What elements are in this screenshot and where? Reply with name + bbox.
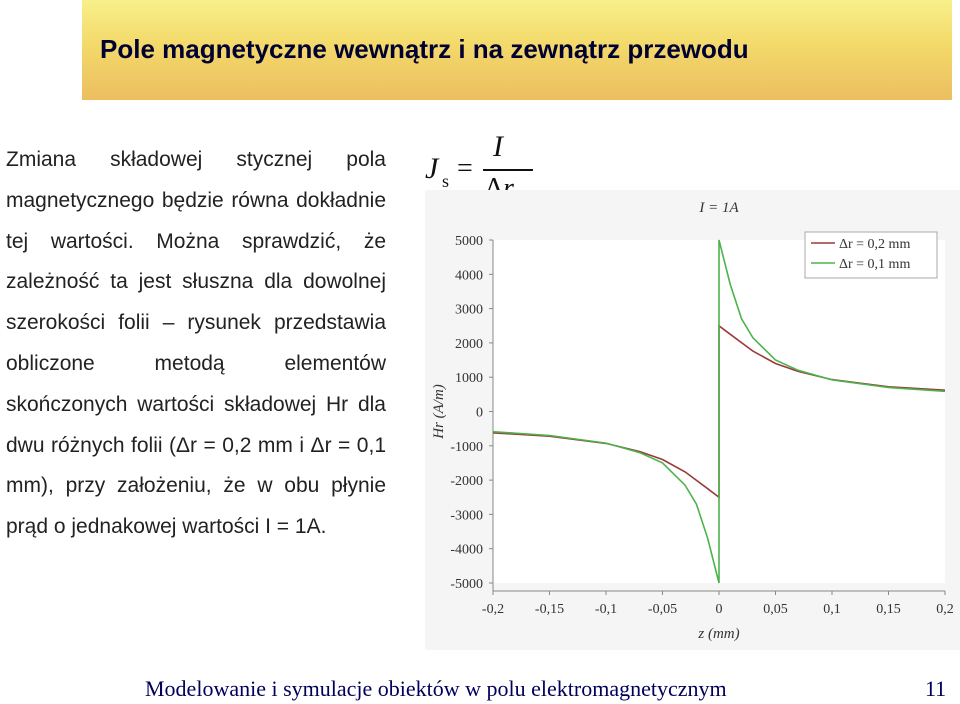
- formula-den-var: r: [503, 173, 514, 204]
- y-axis-label: Hr (A/m): [431, 384, 447, 440]
- y-tick-label: -5000: [450, 577, 483, 592]
- x-tick-label: -0,1: [595, 602, 617, 617]
- hr-chart: 5000 4000 3000 2000 1000 0 -1000 -2000 -3000 -400…: [425, 190, 960, 650]
- x-tick-label: -0,15: [535, 602, 564, 617]
- slide-title: Pole magnetyczne wewnątrz i na zewnątrz …: [100, 34, 749, 64]
- formula-lhs-sub: s: [442, 171, 450, 191]
- x-tick-label: 0,05: [763, 602, 788, 617]
- y-tick-label: 2000: [455, 337, 483, 352]
- formula-lhs: J: [425, 152, 439, 185]
- x-tick-label: 0,2: [936, 602, 954, 617]
- y-tick-label: 1000: [455, 371, 483, 386]
- x-tick-label: 0,15: [876, 602, 901, 617]
- body-paragraph: Zmiana składowej stycznej pola magnetycz…: [6, 148, 386, 539]
- footer: Modelowanie i symulacje obiektów w polu …: [0, 676, 960, 704]
- formula-numerator: I: [493, 130, 503, 163]
- x-tick-label: -0,05: [648, 602, 677, 617]
- x-tick-label: -0,2: [482, 602, 504, 617]
- formula-equals: =: [457, 153, 473, 184]
- title-bar: Pole magnetyczne wewnątrz i na zewnątrz …: [82, 0, 952, 100]
- y-tick-label: 4000: [455, 268, 483, 283]
- y-tick-label: -4000: [450, 543, 483, 558]
- footer-text: Modelowanie i symulacje obiektów w polu …: [145, 676, 727, 701]
- legend-label: Δr = 0,1 mm: [839, 257, 910, 272]
- y-tick-label: 3000: [455, 303, 483, 318]
- y-tick-label: 0: [476, 406, 483, 421]
- formula-fraction-bar: [483, 169, 533, 171]
- y-tick-label: -1000: [450, 440, 483, 455]
- chart-title: I = 1A: [698, 200, 739, 216]
- y-tick-label: -3000: [450, 508, 483, 523]
- y-tick-label: 5000: [455, 234, 483, 249]
- y-tick-label: -2000: [450, 474, 483, 489]
- legend-box: [804, 231, 938, 279]
- legend-label: Δr = 0,2 mm: [839, 237, 910, 252]
- x-tick-label: 0: [716, 602, 723, 617]
- page-number: 11: [925, 676, 947, 701]
- x-axis-label: z (mm): [697, 626, 739, 642]
- x-tick-label: 0,1: [823, 602, 841, 617]
- series-line: [492, 239, 946, 584]
